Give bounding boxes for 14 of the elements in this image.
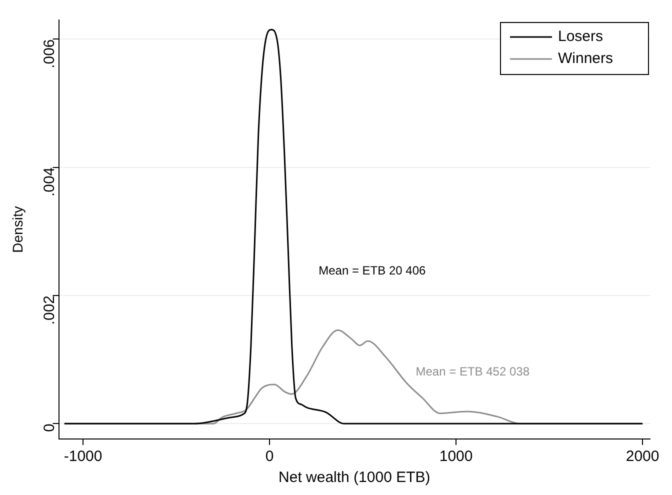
- legend-label: Losers: [558, 28, 604, 46]
- annotation: Mean = ETB 452 038: [416, 364, 530, 378]
- x-axis-title: Net wealth (1000 ETB): [278, 469, 430, 486]
- y-tick-label: .006: [40, 39, 58, 68]
- x-tick-label: 2000: [626, 448, 660, 466]
- y-tick-label: .002: [40, 295, 58, 325]
- y-axis-title: Density: [9, 206, 26, 253]
- y-tick-label: .004: [40, 167, 58, 197]
- y-tick-label: 0: [40, 424, 58, 432]
- x-tick-label: 0: [265, 448, 274, 466]
- x-tick-label: 1000: [439, 448, 473, 466]
- x-tick-label: -1000: [64, 448, 102, 466]
- legend-label: Winners: [558, 50, 614, 68]
- annotation: Mean = ETB 20 406: [318, 264, 426, 278]
